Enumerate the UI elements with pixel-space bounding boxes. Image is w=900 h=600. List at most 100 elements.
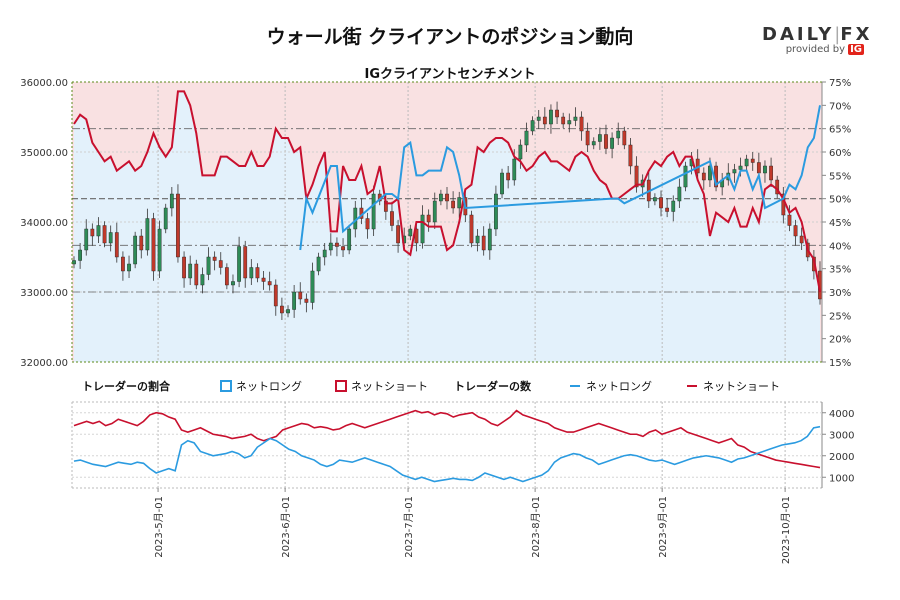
- candle-body: [243, 246, 248, 279]
- candle-body: [90, 228, 95, 237]
- ratio-tick-label: 40%: [829, 241, 851, 252]
- candle: [261, 271, 266, 290]
- date-tick-label: 2023-6月-01: [280, 496, 292, 558]
- candle-body: [114, 232, 119, 258]
- date-tick-label: 2023-10月-01: [780, 496, 792, 564]
- candle: [677, 178, 682, 208]
- candle: [665, 198, 670, 218]
- candle: [84, 219, 89, 256]
- candle-body: [347, 228, 352, 251]
- dailyfx-logo[interactable]: DAILY|FX provided by IG: [762, 24, 872, 55]
- candle-body: [653, 197, 657, 202]
- candle-body: [163, 207, 168, 230]
- candle: [328, 233, 333, 256]
- candle-body: [426, 214, 431, 223]
- candle-body: [597, 134, 602, 142]
- candle: [549, 104, 553, 134]
- candle: [426, 209, 431, 232]
- candle: [304, 293, 309, 313]
- candle-body: [322, 249, 327, 258]
- candle: [218, 252, 223, 275]
- candle: [365, 212, 370, 239]
- chart-title: ウォール街 クライアントのポジション動向: [266, 26, 634, 48]
- candle-body: [750, 158, 755, 163]
- date-tick-label: 2023-8月-01: [530, 496, 542, 558]
- candle: [182, 251, 186, 288]
- zone-blue: [74, 91, 820, 362]
- price-tick-label: 36000.00: [20, 78, 68, 89]
- chart-subtitle: IGクライアントセンチメント: [364, 67, 536, 82]
- candle-body: [506, 172, 511, 181]
- candle: [744, 154, 749, 171]
- candle-body: [237, 246, 241, 282]
- candle: [567, 113, 572, 133]
- candle-body: [763, 165, 767, 174]
- ratio-tick-label: 15%: [829, 358, 851, 369]
- candle-body: [310, 270, 315, 303]
- candle: [585, 122, 590, 152]
- candle: [114, 222, 119, 263]
- candle-body: [328, 242, 333, 251]
- candle: [432, 192, 437, 229]
- candle: [335, 237, 339, 257]
- candle-body: [96, 225, 101, 237]
- candle-body: [469, 214, 474, 244]
- date-tick-label: 2023-9月-01: [657, 496, 669, 558]
- candle-body: [585, 130, 590, 146]
- candle-body: [604, 134, 608, 149]
- candle: [671, 195, 676, 222]
- candle-body: [139, 235, 144, 251]
- candle-body: [133, 235, 138, 265]
- candle-body: [121, 256, 125, 272]
- candle: [604, 124, 608, 155]
- candle-body: [487, 228, 492, 251]
- candle: [610, 132, 614, 159]
- candle-body: [793, 225, 798, 237]
- candle-body: [298, 291, 303, 300]
- candle: [273, 279, 278, 316]
- candle-body: [145, 218, 150, 251]
- logo-provided: provided by IG: [762, 44, 864, 55]
- candle: [176, 184, 180, 263]
- candle-body: [249, 267, 254, 279]
- count-tick-label: 4000: [829, 409, 854, 420]
- candle: [102, 221, 107, 248]
- candle-body: [561, 116, 566, 125]
- candle-body: [659, 197, 663, 209]
- candle-body: [708, 165, 712, 181]
- candle-body: [756, 162, 761, 174]
- candle-body: [316, 256, 321, 272]
- candle: [157, 220, 162, 278]
- count-tick-label: 1000: [829, 473, 854, 484]
- candle: [439, 189, 443, 206]
- candle: [653, 193, 657, 206]
- candle-body: [432, 200, 437, 223]
- candle-body: [518, 144, 523, 160]
- candle-body: [475, 235, 480, 244]
- candle: [286, 305, 290, 318]
- candle: [194, 259, 199, 290]
- candle-body: [634, 165, 639, 188]
- price-tick-label: 33000.00: [20, 288, 68, 299]
- legend-ratio-short-swatch: [335, 380, 347, 392]
- candle: [127, 255, 131, 278]
- price-tick-label: 34000.00: [20, 218, 68, 229]
- legend-count-long-label: ネットロング: [586, 379, 652, 393]
- candle-body: [261, 277, 266, 282]
- candle-body: [744, 158, 749, 167]
- candle: [683, 161, 688, 192]
- candle: [750, 152, 755, 171]
- candle: [542, 107, 547, 130]
- candle: [530, 116, 535, 136]
- candle-body: [573, 116, 578, 121]
- candle-body: [218, 260, 223, 268]
- candle-body: [224, 267, 229, 286]
- candle: [243, 240, 248, 288]
- price-tick-label: 35000.00: [20, 148, 68, 159]
- candle: [555, 101, 559, 124]
- candle-body: [102, 225, 107, 244]
- candle: [628, 138, 633, 175]
- candle: [206, 247, 211, 281]
- candle: [769, 157, 773, 187]
- count-short-line: [73, 409, 821, 469]
